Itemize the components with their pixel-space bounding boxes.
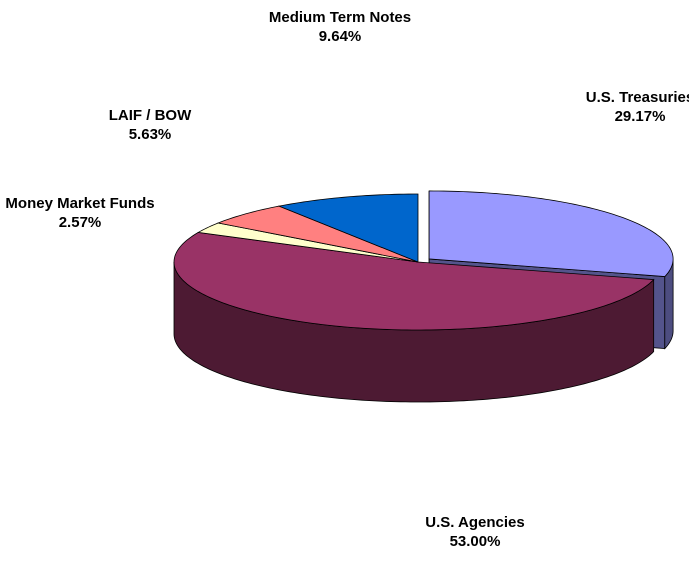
slice-label: U.S. Treasuries 29.17% [585,88,689,126]
slice-label-value: 9.64% [318,28,362,45]
slice-label-value: 2.57% [58,214,102,231]
slice-label-name: Money Market Funds [5,195,155,212]
slice-label: Money Market Funds 2.57% [0,194,160,232]
slice [216,205,419,263]
slice-label-value: 29.17% [614,108,666,125]
slice [197,222,419,263]
slice-label: U.S. Agencies 53.00% [400,513,550,551]
slice-label-name: U.S. Agencies [425,514,525,531]
slice-label: LAIF / BOW 5.63% [85,106,215,144]
slice [173,232,655,331]
slice-label-value: 5.63% [128,126,172,143]
slice-label-name: U.S. Treasuries [585,89,689,106]
slice-label-name: LAIF / BOW [108,107,192,124]
slice [277,193,419,263]
slice-label-name: Medium Term Notes [268,9,412,26]
slice-label: Medium Term Notes 9.64% [225,8,455,46]
slice [428,190,674,277]
slice-label-value: 53.00% [449,533,501,550]
